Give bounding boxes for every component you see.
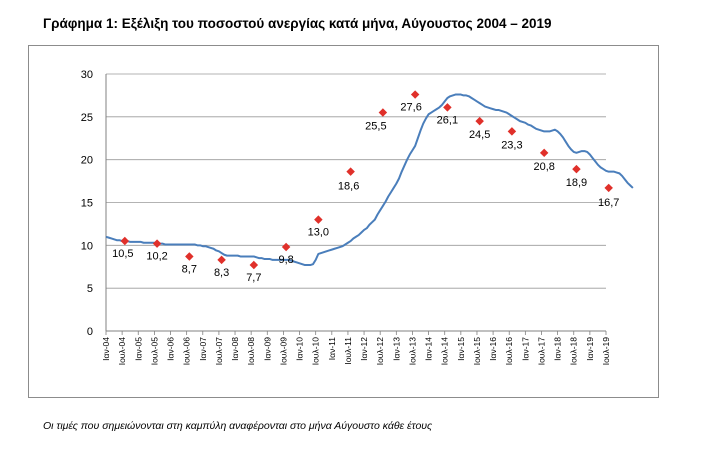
gridlines xyxy=(106,73,606,289)
august-marker xyxy=(604,183,613,193)
x-tick-label: Ιουλ-06 xyxy=(182,337,192,366)
y-tick-label: 10 xyxy=(81,240,93,252)
august-marker xyxy=(249,260,259,270)
x-tick-label: Ιουλ-16 xyxy=(504,337,514,366)
x-tick-label: Ιουλ-15 xyxy=(472,337,482,366)
y-tick-label: 15 xyxy=(81,198,93,210)
x-tick-label: Ιαν-04 xyxy=(101,337,111,361)
y-tick-label: 20 xyxy=(81,155,93,167)
y-tick-label: 5 xyxy=(87,283,93,295)
x-tick-label: Ιουλ-04 xyxy=(117,337,127,366)
data-label: 16,7 xyxy=(598,197,619,209)
data-label: 18,9 xyxy=(566,177,587,189)
x-tick-label: Ιαν-14 xyxy=(424,337,434,361)
august-marker xyxy=(346,167,355,176)
chart-frame xyxy=(28,45,659,398)
x-axis: Ιαν-04 Ιουλ-04 Ιαν-05 Ιουλ-05 Ιαν-06 Ιουλ-06 Ι… xyxy=(101,330,611,366)
x-tick-label: Ιουλ-09 xyxy=(278,337,288,366)
y-tick-label: 0 xyxy=(87,326,93,338)
august-marker xyxy=(410,90,420,99)
data-label: 9,8 xyxy=(278,254,293,266)
x-tick-label: Ιουλ-13 xyxy=(407,337,417,366)
august-marker xyxy=(378,108,388,117)
x-tick-label: Ιουλ-19 xyxy=(601,337,611,366)
x-tick-label: Ιαν-12 xyxy=(359,337,369,361)
data-label: 7,7 xyxy=(246,272,261,284)
x-tick-label: Ιαν-16 xyxy=(488,337,498,361)
august-marker xyxy=(281,242,291,252)
x-tick-label: Ιαν-10 xyxy=(295,337,305,361)
august-marker xyxy=(120,236,130,246)
august-marker xyxy=(475,116,484,126)
data-label: 13,0 xyxy=(308,227,329,239)
x-tick-label: Ιουλ-14 xyxy=(440,337,450,366)
page-title: Γράφημα 1: Εξέλιξη του ποσοστού ανεργίας… xyxy=(43,16,552,31)
x-tick-label: Ιαν-15 xyxy=(456,337,466,361)
data-label: 24,5 xyxy=(469,129,490,141)
data-label: 8,7 xyxy=(182,263,197,275)
y-axis: 0 5 10 15 20 25 30 xyxy=(81,69,107,338)
data-label: 27,6 xyxy=(400,102,421,114)
x-tick-label: Ιουλ-11 xyxy=(343,337,353,365)
data-label: 10,2 xyxy=(146,251,167,263)
x-tick-label: Ιαν-18 xyxy=(553,337,563,361)
data-label: 23,3 xyxy=(501,139,522,151)
data-label: 26,1 xyxy=(437,114,458,126)
august-marker xyxy=(152,239,162,248)
august-markers xyxy=(120,90,613,270)
x-tick-label: Ιουλ-08 xyxy=(246,337,256,366)
x-tick-label: Ιουλ-10 xyxy=(311,337,321,366)
x-tick-label: Ιαν-09 xyxy=(262,337,272,361)
x-tick-label: Ιουλ-12 xyxy=(375,337,385,366)
x-tick-label: Ιαν-11 xyxy=(327,337,337,360)
footnote: Οι τιμές που σημειώνονται στη καμπύλη αν… xyxy=(43,420,433,432)
august-marker xyxy=(572,164,581,174)
august-marker xyxy=(314,215,323,224)
x-tick-label: Ιαν-13 xyxy=(391,337,401,361)
x-tick-label: Ιουλ-18 xyxy=(569,337,579,366)
series-line-path xyxy=(105,93,634,267)
data-label: 8,3 xyxy=(214,267,229,279)
data-labels: 10,5 10,2 8,7 8,3 7,7 9,8 13,0 18,6 25,5 27,6 26,1… xyxy=(112,102,619,284)
august-marker xyxy=(185,252,194,261)
y-tick-label: 30 xyxy=(81,69,93,81)
y-tick-label: 25 xyxy=(81,112,93,124)
x-tick-label: Ιουλ-07 xyxy=(214,337,224,366)
august-marker xyxy=(217,255,226,265)
series-line xyxy=(105,93,634,267)
august-marker xyxy=(539,148,549,158)
x-tick-label: Ιουλ-17 xyxy=(536,337,546,366)
data-label: 20,8 xyxy=(533,161,554,173)
august-marker xyxy=(507,127,517,136)
august-marker xyxy=(443,103,452,112)
x-tick-label: Ιαν-06 xyxy=(166,337,176,361)
x-tick-label: Ιαν-07 xyxy=(198,337,208,361)
data-label: 18,6 xyxy=(338,181,359,193)
x-tick-label: Ιαν-08 xyxy=(230,337,240,361)
x-tick-label: Ιαν-17 xyxy=(520,337,530,361)
data-label: 25,5 xyxy=(365,121,386,133)
x-tick-label: Ιαν-05 xyxy=(133,337,143,361)
x-tick-label: Ιουλ-05 xyxy=(149,337,159,366)
x-tick-label: Ιαν-19 xyxy=(585,337,595,361)
data-label: 10,5 xyxy=(112,248,133,260)
